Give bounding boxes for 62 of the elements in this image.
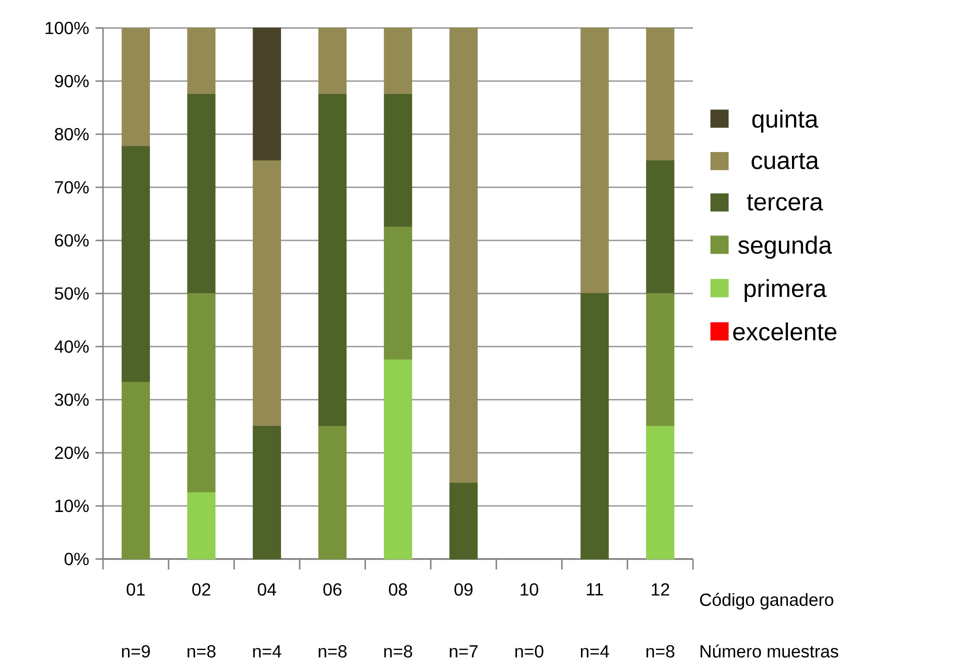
bar (384, 360, 412, 560)
y-tick-label: 10% (55, 500, 89, 512)
x-tick-label: 11 (586, 583, 603, 596)
bar (187, 28, 216, 95)
x-tick-label: 06 (323, 583, 342, 596)
x-tick-label: 10 (520, 583, 538, 596)
bar (187, 293, 216, 493)
legend-label: primera (744, 279, 827, 302)
bar (318, 28, 347, 95)
bar (318, 426, 347, 560)
y-tick-label: 70% (55, 181, 89, 194)
legend-label: excelente (733, 322, 836, 340)
y-tick-label: 30% (54, 393, 89, 406)
bar (252, 426, 282, 560)
text: n=7 (450, 645, 478, 658)
bar (580, 293, 609, 560)
bar (122, 28, 150, 147)
x-tick-label: 09 (454, 583, 473, 596)
text: n=8 (188, 645, 216, 658)
bar (646, 426, 674, 560)
text: n=8 (384, 645, 412, 658)
legend-label: cuarta (752, 153, 820, 170)
legend-label: quinta (752, 110, 818, 133)
bar (122, 146, 150, 383)
x-tick-label: 02 (192, 583, 210, 596)
y-tick-label: 50% (54, 287, 89, 300)
y-tick-label: 60% (55, 234, 89, 247)
bar (187, 492, 216, 560)
x-tick-label: 12 (652, 583, 670, 596)
bar (449, 28, 478, 484)
bar (646, 293, 674, 427)
bar (252, 28, 282, 162)
legend-label: tercera (746, 194, 824, 211)
x-tick-label: 08 (388, 583, 408, 596)
bar (122, 382, 150, 560)
bar (384, 226, 412, 360)
text: n=8 (646, 645, 674, 658)
y-tick-label: 80% (54, 128, 89, 140)
bar (580, 28, 609, 294)
bar (449, 482, 478, 560)
bar (384, 94, 412, 228)
x-tick-label: 04 (258, 583, 276, 596)
y-tick-label: 20% (55, 446, 89, 460)
legend-label: segunda (738, 236, 832, 259)
x-tick-label: 01 (126, 583, 145, 596)
bar (187, 94, 216, 294)
y-tick-label: 40% (54, 340, 89, 353)
text: n=0 (515, 645, 544, 658)
bar (646, 28, 674, 162)
text: n=9 (122, 645, 150, 658)
y-tick-label: 0% (64, 552, 89, 566)
text: n=4 (253, 645, 282, 658)
bar (252, 160, 282, 427)
text: n=4 (580, 645, 610, 658)
text: n=8 (318, 645, 347, 658)
x-axis-title: Código ganadero (700, 592, 834, 610)
text: Número muestras (700, 644, 838, 658)
y-tick-label: 90% (54, 74, 89, 88)
bar (384, 28, 412, 95)
bar (646, 160, 674, 294)
bar (318, 94, 347, 427)
y-tick-label: 100% (46, 22, 89, 34)
